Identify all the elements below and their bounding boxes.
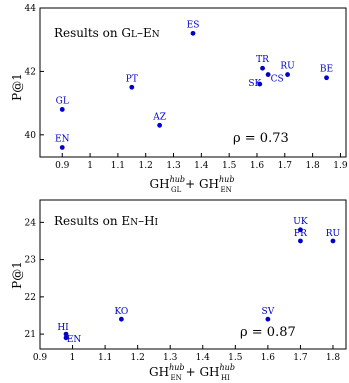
point-label-fr: FR [294, 229, 307, 239]
point-label-ru: RU [326, 229, 341, 239]
y-ticks-en-hi: 21 22 23 24 [25, 218, 44, 340]
data-point-be [324, 75, 329, 81]
point-label-ru: RU [280, 62, 295, 72]
x-tick-label: 1.7 [293, 353, 308, 363]
y-axis-title-gl-en: P@1 [10, 73, 24, 101]
x-tick-label: 1.4 [194, 161, 209, 171]
x-tick-label: 1 [70, 353, 76, 363]
data-point-tr [260, 65, 265, 71]
x-axis-title-gl-en: GHhub GL + GHhub EN [150, 175, 235, 194]
x-tick-label: 1 [87, 161, 93, 171]
x-tick-label: 0.9 [55, 161, 70, 171]
point-label-pt: PT [126, 74, 138, 84]
x-tick-label: 0.9 [33, 353, 48, 363]
x-tick-label: 1.6 [261, 353, 276, 363]
x-tick-label: 1.2 [139, 161, 153, 171]
points-gl-en: GL EN PT AZ ES TR SK CS RU BE [55, 20, 333, 150]
x-ticks-gl-en: 0.9 1 1.1 1.2 1.3 1.4 1.5 1.6 1.7 1.8 1.9 [55, 153, 348, 171]
x-tick-label: 1.6 [250, 161, 265, 171]
point-label-az: AZ [152, 112, 166, 122]
data-point-sk [257, 81, 263, 87]
x-tick-label: 1.5 [222, 161, 237, 171]
rho-annotation-gl-en: ρ = 0.73 [233, 131, 289, 146]
point-label-sk: SK [248, 79, 261, 89]
y-tick-label: 23 [25, 256, 37, 266]
data-point-ru [330, 238, 336, 244]
point-label-sv: SV [262, 307, 275, 317]
y-tick-label: 21 [25, 330, 36, 340]
data-point-ru [285, 72, 290, 77]
point-label-be: BE [320, 65, 333, 75]
point-label-cs: CS [271, 75, 284, 85]
data-point-hi [63, 331, 69, 337]
data-point-fr [298, 238, 303, 244]
point-label-uk: UK [293, 217, 308, 227]
point-label-tr: TR [256, 55, 269, 65]
y-tick-label: 22 [25, 293, 36, 303]
point-label-es: ES [187, 20, 200, 30]
x-ticks-en-hi: 0.9 1 1.1 1.2 1.3 1.4 1.5 1.6 1.7 1.8 [33, 345, 341, 363]
data-point-gl [59, 107, 65, 112]
data-point-en [59, 145, 65, 150]
plot-frame-en-hi [39, 199, 347, 350]
panel-title-en-hi: Results on EN–HI [54, 214, 159, 228]
point-label-gl: GL [56, 96, 69, 106]
data-point-az [157, 122, 163, 128]
data-point-en [63, 335, 69, 341]
points-en-hi: HI EN KO SV UK FR RU [57, 217, 340, 345]
data-point-cs [265, 72, 271, 77]
plot-frame-gl-en [39, 7, 347, 158]
y-tick-label: 42 [25, 67, 36, 77]
rho-annotation-en-hi: ρ = 0.87 [240, 325, 296, 340]
x-tick-label: 1.1 [111, 161, 125, 171]
x-tick-label: 1.4 [196, 353, 211, 363]
point-label-hi: HI [57, 323, 69, 333]
panel-gl-en: Results on GL–EN ρ = 0.73 0.9 1 1.1 1.2 1.3 1… [10, 4, 348, 194]
data-point-uk [298, 227, 303, 233]
point-label-ko: KO [114, 307, 128, 317]
panel-title-gl-en: Results on GL–EN [54, 26, 160, 40]
data-point-sv [265, 316, 271, 322]
point-label-en: EN [67, 335, 82, 345]
x-tick-label: 1.7 [278, 161, 293, 171]
x-tick-label: 1.3 [166, 161, 181, 171]
x-tick-label: 1.1 [98, 353, 112, 363]
data-point-ko [118, 316, 124, 322]
point-label-en: EN [55, 134, 70, 144]
y-tick-label: 24 [25, 218, 37, 228]
x-tick-label: 1.9 [333, 161, 348, 171]
panel-en-hi: Results on EN–HI ρ = 0.87 0.9 1 1.1 1.2 1.3 1… [10, 199, 347, 382]
y-ticks-gl-en: 40 42 44 [25, 4, 44, 141]
x-tick-label: 1.3 [163, 353, 178, 363]
x-tick-label: 1.2 [130, 353, 144, 363]
x-tick-label: 1.5 [228, 353, 243, 363]
y-tick-label: 44 [25, 4, 37, 14]
data-point-es [190, 30, 196, 36]
x-tick-label: 1.8 [326, 353, 341, 363]
x-tick-label: 1.8 [305, 161, 320, 171]
data-point-pt [129, 84, 135, 90]
y-tick-label: 40 [25, 131, 37, 141]
x-axis-title-en-hi: GHhub EN + GHhub HI [149, 363, 235, 382]
y-axis-title-en-hi: P@1 [10, 261, 24, 289]
